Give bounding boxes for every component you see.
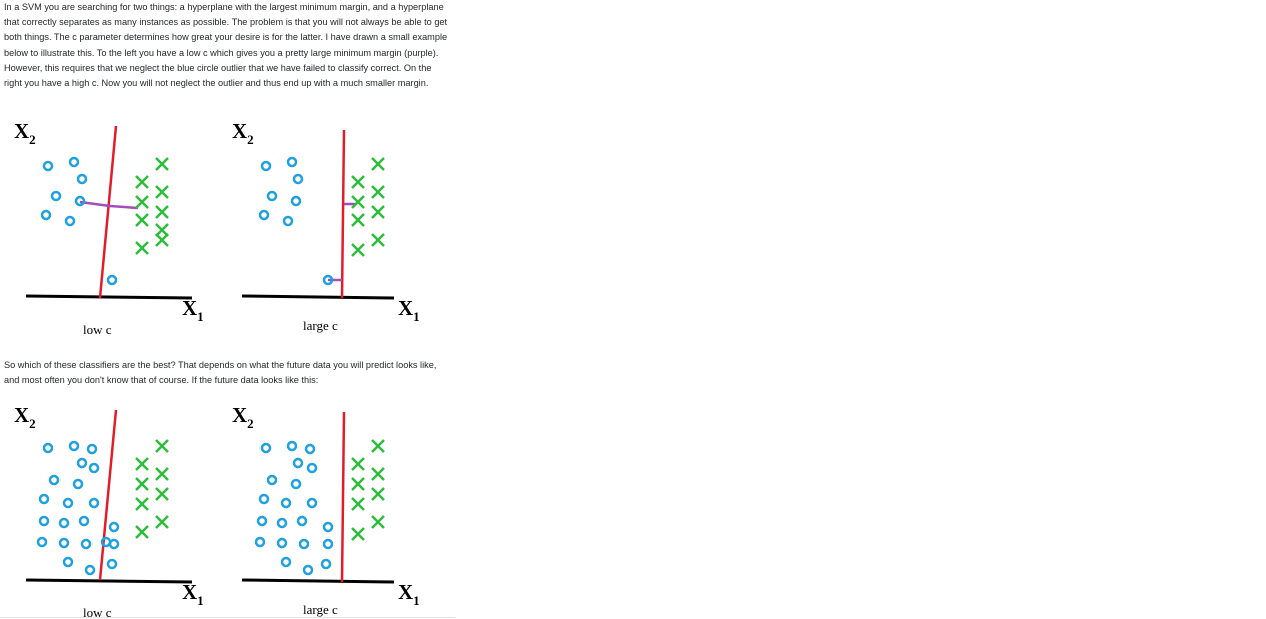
x-axis	[241, 578, 395, 584]
x-axis	[25, 578, 193, 584]
page-divider	[0, 617, 455, 618]
x-axis	[25, 294, 193, 300]
svm-margin-figure-future-data: X2 X1 low c X2	[14, 403, 420, 619]
svm-margin-figure-training: X2 X1 low c X2	[14, 119, 420, 337]
hyperplane	[98, 125, 118, 299]
panel-low-c: X2 X1 low c	[14, 403, 204, 619]
margin-line	[79, 200, 139, 210]
y-axis-label: X2	[232, 119, 254, 147]
circle-class-points	[254, 440, 334, 576]
x-axis-label: X1	[182, 296, 204, 324]
panel-caption: low c	[83, 322, 112, 337]
hyperplane	[340, 411, 346, 583]
panel-large-c: X2 X1 large c	[232, 119, 420, 333]
y-axis-label: X2	[14, 403, 36, 431]
cross-class-points	[351, 439, 385, 541]
circle-class-points	[40, 156, 118, 286]
intro-paragraph: In a SVM you are searching for two thing…	[4, 2, 448, 89]
circle-class-points	[258, 156, 334, 286]
x-axis-label: X1	[182, 580, 204, 608]
panel-low-c: X2 X1 low c	[14, 119, 204, 337]
hyperplane	[98, 409, 118, 581]
followup-paragraph: So which of these classifiers are the be…	[4, 360, 437, 386]
panel-caption: low c	[83, 605, 112, 619]
y-axis-label: X2	[14, 119, 36, 147]
panel-large-c: X2 X1 large c	[232, 403, 420, 617]
cross-class-points	[135, 439, 169, 539]
margin-line	[328, 202, 356, 282]
x-axis-label: X1	[398, 296, 420, 324]
cross-class-points	[351, 157, 385, 257]
y-axis-label: X2	[232, 403, 254, 431]
cross-class-points	[135, 157, 169, 255]
circle-class-points	[36, 440, 120, 576]
x-axis	[241, 294, 395, 300]
hyperplane	[340, 129, 346, 299]
panel-caption: large c	[303, 318, 338, 333]
panel-caption: large c	[303, 602, 338, 617]
x-axis-label: X1	[398, 580, 420, 608]
